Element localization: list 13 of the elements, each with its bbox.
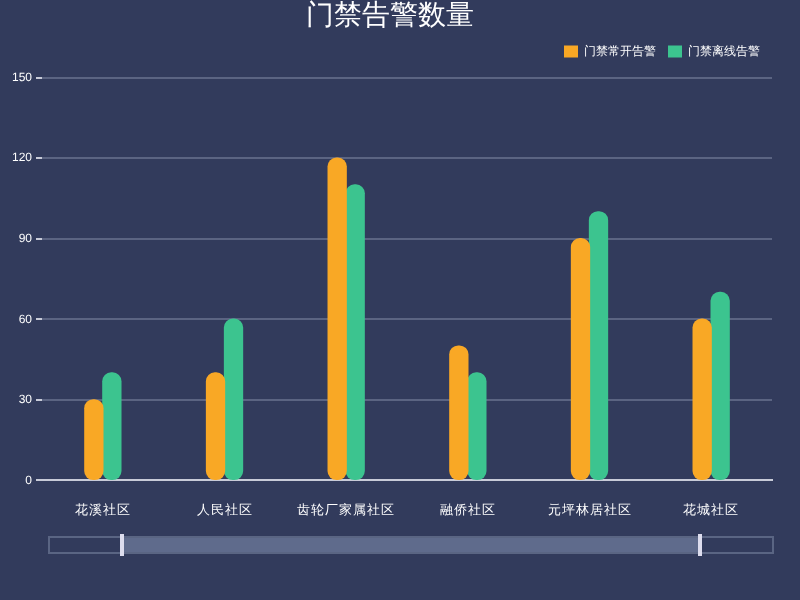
bar (449, 345, 469, 481)
bar (345, 184, 365, 481)
bar (327, 157, 347, 481)
bar (205, 372, 226, 481)
bar (570, 238, 591, 481)
bar (102, 372, 122, 481)
bar (223, 318, 244, 481)
bar (710, 291, 730, 481)
bar (692, 318, 712, 481)
bar (84, 399, 104, 481)
chart-title: 门禁告警数量 (306, 0, 474, 33)
bar (588, 211, 609, 481)
bar (467, 372, 487, 481)
